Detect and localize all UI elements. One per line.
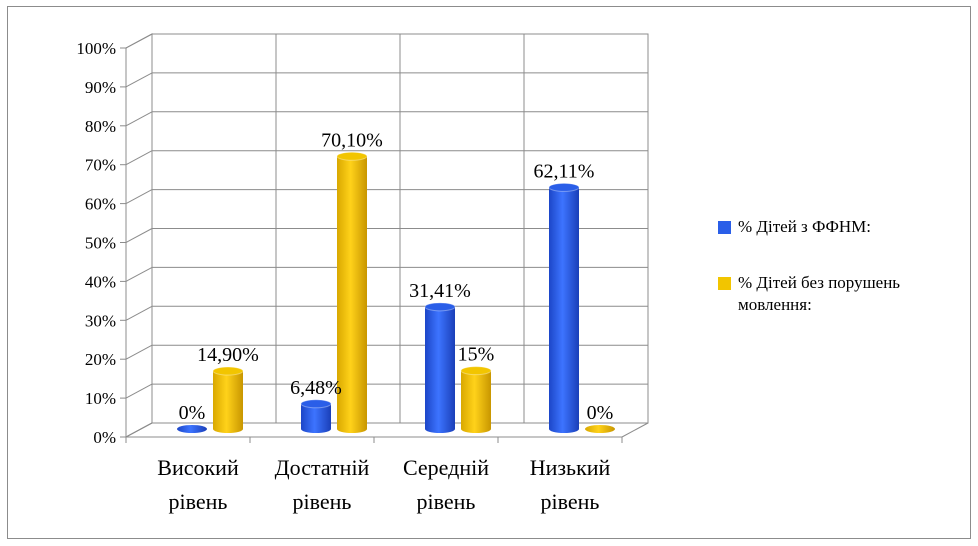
grid-side <box>125 305 153 321</box>
data-label-ffnm-0: 0% <box>179 402 206 424</box>
bar-flat <box>585 425 615 433</box>
bars <box>177 151 615 433</box>
category-label-2-line2: рівень <box>417 489 476 514</box>
legend-label-ffnm: % Дітей з ФФНМ: <box>738 217 871 236</box>
bar-top <box>460 366 492 376</box>
y-tick-label: 40% <box>85 272 116 291</box>
bar-top <box>212 366 244 376</box>
chart-frame <box>7 6 971 539</box>
legend-item-ffnm: % Дітей з ФФНМ: <box>718 216 900 238</box>
bar-body <box>425 306 455 433</box>
x-axis: Високий рівень Достатній рівень Середній ріве… <box>125 436 623 514</box>
grid-side <box>125 150 153 166</box>
grid-side <box>125 344 153 360</box>
bar-top <box>300 399 332 409</box>
legend-swatch-blue <box>718 221 731 234</box>
category-label-0-line1: Високий <box>157 455 239 480</box>
bar-body <box>461 370 491 433</box>
data-labels: 0% 14,90% 6,48% 70,10% 31,41% 15% 62,11% 0% <box>179 129 614 424</box>
bar-ffnm-3 <box>548 182 580 433</box>
grid-side <box>125 266 153 282</box>
y-tick-label: 20% <box>85 350 116 369</box>
bar-body <box>549 187 579 433</box>
category-label-0-line2: рівень <box>169 489 228 514</box>
category-label-3-line2: рівень <box>541 489 600 514</box>
bar-body <box>213 371 243 433</box>
bar-body <box>301 403 331 433</box>
grid-side <box>125 383 153 399</box>
legend-label-no-disorders-line2: мовлення: <box>738 295 812 314</box>
grid-side <box>125 422 153 438</box>
category-label-1-line1: Достатній <box>275 455 370 480</box>
y-tick-label: 70% <box>85 156 116 175</box>
data-label-no-disorders-2: 15% <box>458 344 495 366</box>
category-label-3-line1: Низький <box>530 455 611 480</box>
data-label-no-disorders-1: 70,10% <box>321 129 383 151</box>
category-label-2-line1: Середній <box>403 455 489 480</box>
data-label-no-disorders-3: 0% <box>587 402 614 424</box>
legend-swatch-gold <box>718 277 731 290</box>
y-axis: 0% 10% 20% 30% 40% 50% 60% 70% 80% 90% 100% <box>76 39 127 447</box>
bar-top <box>336 151 368 161</box>
bar-body <box>337 156 367 433</box>
data-label-ffnm-3: 62,11% <box>534 160 595 182</box>
y-tick-label: 90% <box>85 78 116 97</box>
bar-top <box>548 182 580 192</box>
y-tick-label: 0% <box>93 428 116 447</box>
bar-top <box>424 302 456 312</box>
y-tick-label: 30% <box>85 311 116 330</box>
data-label-ffnm-1: 6,48% <box>290 377 342 399</box>
bar-no-disorders-3 <box>585 425 615 433</box>
y-tick-label: 50% <box>85 234 116 253</box>
legend-label-no-disorders-line1: % Дітей без порушень <box>738 273 901 292</box>
grid-side <box>125 228 153 243</box>
grid-side <box>125 33 153 49</box>
bar-ffnm-0 <box>177 425 207 433</box>
y-tick-label: 10% <box>85 389 116 408</box>
y-tick-label: 80% <box>85 117 116 136</box>
bar-ffnm-1 <box>300 399 332 433</box>
bar-flat <box>177 425 207 433</box>
category-label-1-line2: рівень <box>293 489 352 514</box>
y-tick-label: 100% <box>76 39 116 58</box>
bar-no-disorders-0 <box>212 366 244 433</box>
bar-no-disorders-2 <box>460 366 492 433</box>
bar-ffnm-2 <box>424 302 456 433</box>
legend-item-no-disorders: % Дітей без порушень мовлення: <box>718 272 900 316</box>
grid-side <box>125 111 153 127</box>
grid-side <box>125 72 153 88</box>
data-label-no-disorders-0: 14,90% <box>197 344 259 366</box>
data-label-ffnm-2: 31,41% <box>409 280 471 302</box>
legend: % Дітей з ФФНМ: % Дітей без порушень мов… <box>718 216 900 316</box>
y-tick-label: 60% <box>85 195 116 214</box>
bar-no-disorders-1 <box>336 151 368 433</box>
grid-side <box>125 189 153 205</box>
